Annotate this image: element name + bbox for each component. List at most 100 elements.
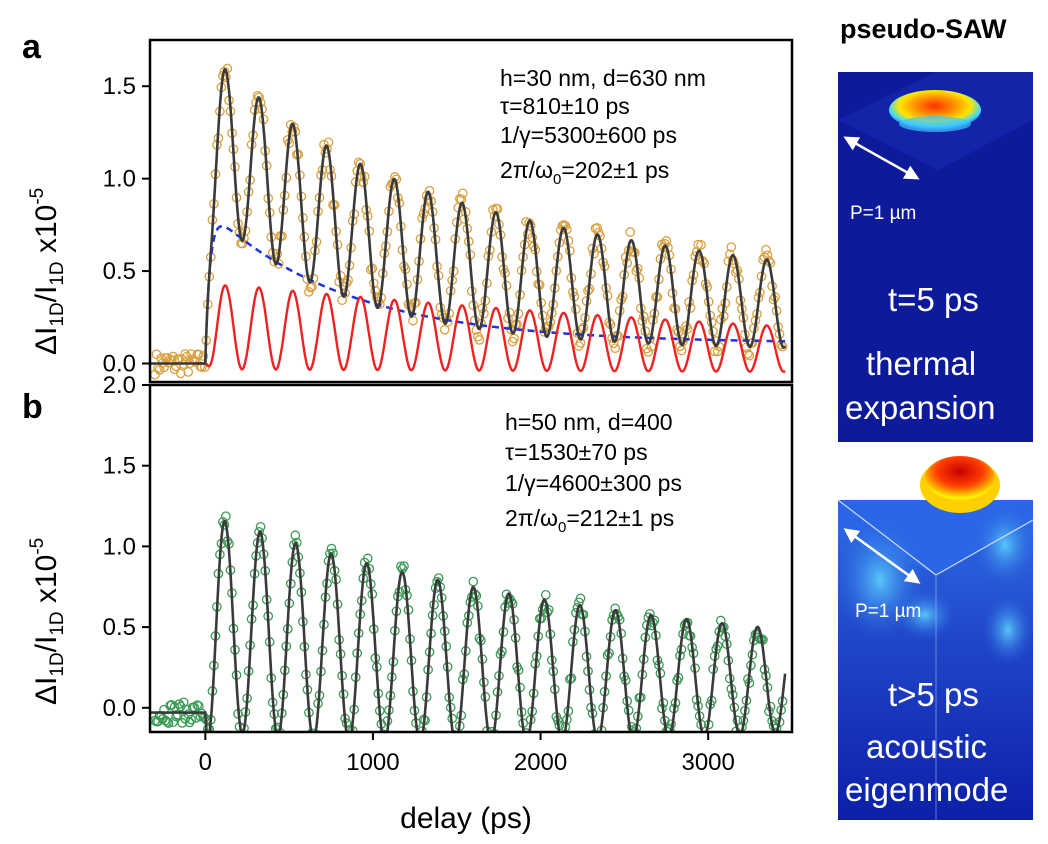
data-point (168, 351, 178, 362)
inset-acoustic-eigenmode: P=1 µm t>5 ps acoustic eigenmode (835, 456, 1035, 820)
data-point (399, 561, 409, 571)
data-point (287, 127, 298, 137)
data-point (540, 589, 551, 600)
data-point (596, 735, 604, 743)
data-point (712, 346, 723, 357)
data-point (304, 286, 314, 297)
data-point (489, 734, 497, 742)
annotation-line: h=50 nm, d=400 (505, 409, 673, 435)
panel-b-frame (148, 383, 794, 734)
panel-a-annotations: h=30 nm, d=630 nm τ=810±10 ps 1/γ=5300±6… (500, 65, 706, 188)
data-point (186, 349, 197, 359)
annotation-line: 2π/ω0=202±1 ps (500, 157, 669, 188)
data-point (344, 740, 352, 748)
data-point (520, 740, 528, 748)
annotation-line: 2π/ω0=212±1 ps (505, 505, 674, 536)
data-point (396, 561, 406, 572)
data-point (676, 345, 687, 356)
data-point (454, 739, 462, 747)
panel-b: 0.0 0.5 1.0 1.5 2.0 0 1000 2000 3000 h=50 nm, d… (27, 372, 794, 835)
panel-label-b: b (22, 388, 43, 426)
data-point (347, 740, 355, 748)
panel-a-acoustic-curve (195, 284, 786, 373)
y-tick-label: 1.5 (103, 73, 136, 100)
side-title: pseudo-SAW (840, 14, 1007, 44)
x-tick-label: 3000 (681, 749, 734, 776)
inset-1-period-label: P=1 µm (850, 203, 916, 224)
data-point (193, 349, 204, 360)
y-tick-label: 1.5 (103, 453, 136, 480)
annotation-line: 1/γ=4600±300 ps (505, 470, 682, 496)
panel-b-fit-curve (150, 519, 787, 732)
x-tick-label: 2000 (514, 749, 567, 776)
data-point (162, 717, 172, 727)
data-point (174, 699, 185, 709)
data-point (474, 335, 485, 345)
data-point (591, 737, 599, 745)
data-point (186, 714, 197, 725)
data-point (486, 746, 494, 754)
data-point (163, 718, 174, 728)
panel-a-y-axis-title: ΔI1D/I1D x10-5 (27, 188, 68, 355)
data-point (643, 347, 654, 357)
y-tick-label: 0.0 (103, 351, 136, 378)
inset-1-caption-line1: thermal (866, 345, 976, 382)
inset-2-caption-line1: acoustic (866, 728, 987, 765)
inset-2-caption-line2: eigenmode (845, 771, 1008, 808)
data-point (192, 700, 203, 710)
data-point (693, 239, 703, 250)
data-point (457, 188, 468, 199)
data-point (761, 244, 771, 255)
inset-thermal-expansion: P=1 µm t=5 ps thermal expansion (838, 72, 1033, 442)
panel-a-frame (148, 38, 794, 384)
panel-a-y-axis: 0.0 0.5 1.0 1.5 (103, 73, 150, 378)
annotation-line: h=30 nm, d=630 nm (500, 65, 706, 91)
data-point (593, 738, 601, 746)
data-point (416, 736, 424, 744)
data-point (180, 349, 191, 359)
data-point (255, 521, 266, 532)
panel-label-a: a (22, 28, 42, 66)
x-axis: 0 1000 2000 3000 (199, 732, 735, 776)
annotation-line: 1/γ=5300±600 ps (500, 122, 677, 148)
data-point (726, 242, 737, 252)
data-point (202, 724, 213, 732)
annotation-line: τ=1530±70 ps (505, 439, 648, 465)
data-point (521, 728, 531, 732)
data-point (525, 733, 533, 741)
data-point (195, 361, 206, 372)
data-point (168, 717, 178, 728)
data-point (153, 716, 163, 727)
y-tick-label: 0.5 (103, 258, 136, 285)
panel-b-y-axis-title: ΔI1D/I1D x10-5 (27, 538, 68, 705)
x-tick-label: 0 (199, 749, 212, 776)
data-point (439, 324, 450, 335)
data-point (198, 351, 209, 361)
data-point (290, 530, 301, 541)
data-point (451, 740, 459, 748)
data-point (453, 734, 461, 742)
data-point (172, 709, 183, 720)
y-tick-label: 2.0 (103, 372, 136, 399)
data-point (610, 343, 621, 354)
panel-a-thermal-curve (195, 224, 786, 365)
data-point (309, 737, 317, 745)
panel-a-fit-curve (150, 67, 787, 365)
x-tick-label: 1000 (346, 749, 399, 776)
data-point (238, 740, 246, 748)
panel-b-annotations: h=50 nm, d=400 τ=1530±70 ps 1/γ=4600±300… (505, 409, 682, 536)
inset-1-time: t=5 ps (888, 281, 979, 318)
data-point (166, 700, 177, 710)
data-point (415, 746, 423, 754)
data-point (625, 227, 636, 237)
panel-b-y-axis: 0.0 0.5 1.0 1.5 2.0 (103, 372, 150, 722)
y-tick-label: 1.0 (103, 166, 136, 193)
data-point (777, 341, 788, 352)
inset-2-time: t>5 ps (888, 676, 979, 713)
data-point (735, 739, 743, 747)
panel-a: 0.0 0.5 1.0 1.5 h=30 nm, d=630 nm τ=810±10 … (27, 38, 794, 384)
inset-2-period-label: P=1 µm (855, 601, 921, 622)
data-point (237, 734, 245, 742)
data-point (744, 350, 755, 361)
